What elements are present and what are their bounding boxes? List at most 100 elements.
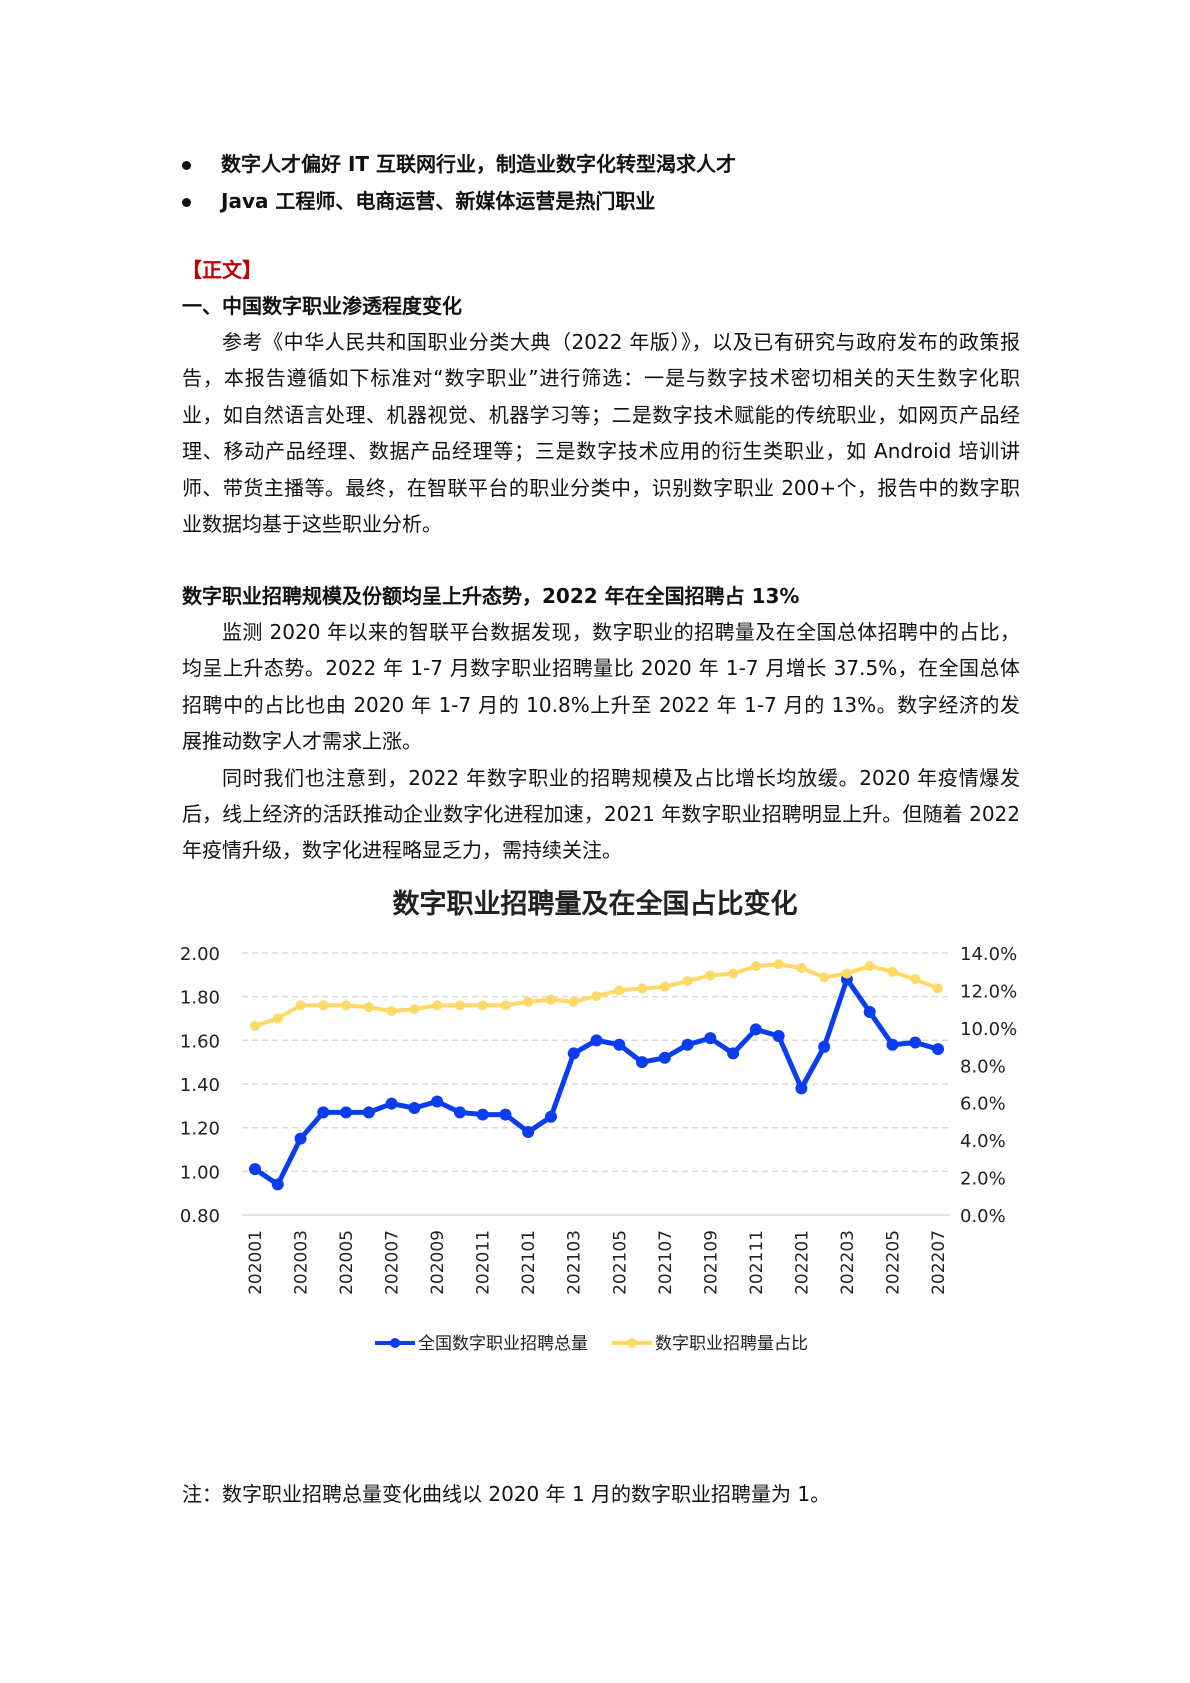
y-right-tick-label: 10.0% — [960, 1019, 1017, 1040]
y-left-tick-label: 1.40 — [180, 1075, 220, 1096]
data-point — [886, 1038, 899, 1051]
bullet-item: Java 工程师、电商运营、新媒体运营是热门职业 — [182, 185, 655, 214]
x-tick-label: 202007 — [383, 1230, 403, 1295]
data-point — [523, 996, 534, 1007]
x-tick-label: 202107 — [656, 1230, 676, 1295]
x-tick-label: 202101 — [519, 1230, 539, 1295]
data-point — [728, 968, 739, 979]
data-point — [636, 1056, 649, 1069]
x-tick-label: 202105 — [610, 1230, 630, 1295]
y-left-tick-label: 1.60 — [180, 1031, 220, 1052]
heading-2: 数字职业招聘规模及份额均呈上升态势，2022 年在全国招聘占 13% — [182, 584, 800, 608]
x-tick-label: 202009 — [428, 1230, 448, 1295]
paragraph-2: 监测 2020 年以来的智联平台数据发现，数字职业的招聘量及在全国总体招聘中的占… — [182, 614, 1020, 869]
data-point — [362, 1106, 375, 1119]
data-point — [385, 1097, 398, 1110]
data-point — [453, 1106, 466, 1119]
data-point — [933, 983, 943, 994]
legend-label: 全国数字职业招聘总量 — [418, 1334, 588, 1354]
y-left-tick-label: 1.20 — [180, 1119, 220, 1140]
data-point — [250, 1020, 260, 1031]
footnote: 注：数字职业招聘总量变化曲线以 2020 年 1 月的数字职业招聘量为 1。 — [182, 1482, 831, 1506]
paragraph-text: 同时我们也注意到，2022 年数字职业的招聘规模及占比增长均放缓。2020 年疫… — [182, 765, 1020, 863]
paragraph-text: 监测 2020 年以来的智联平台数据发现，数字职业的招聘量及在全国总体招聘中的占… — [182, 620, 1020, 754]
data-point — [409, 1004, 420, 1015]
legend-marker — [627, 1338, 637, 1348]
x-tick-label: 202207 — [929, 1230, 949, 1295]
y-right-tick-label: 0.0% — [960, 1206, 1006, 1227]
paragraph-1: 参考《中华人民共和国职业分类大典（2022 年版）》，以及已有研究与政府发布的政… — [182, 324, 1020, 542]
data-point — [795, 1082, 808, 1095]
y-left-tick-label: 2.00 — [180, 944, 220, 965]
legend-label: 数字职业招聘量占比 — [655, 1334, 808, 1354]
data-point — [271, 1178, 284, 1191]
x-tick-label: 202109 — [701, 1230, 721, 1295]
y-right-tick-label: 12.0% — [960, 981, 1017, 1002]
line-chart: 0.80 1.00 1.20 1.40 1.60 1.80 2.00 0.0% 2.0% 4.0%… — [180, 944, 1017, 1354]
y-right-tick-label: 8.0% — [960, 1056, 1006, 1077]
data-point — [910, 974, 921, 985]
data-point — [613, 1038, 626, 1051]
data-point — [544, 1110, 557, 1123]
data-point — [545, 994, 556, 1005]
data-point — [658, 1051, 671, 1064]
data-point — [704, 1032, 717, 1045]
data-point — [841, 968, 852, 979]
data-point — [909, 1036, 922, 1049]
x-tick-label: 202103 — [565, 1230, 585, 1295]
data-point — [863, 1005, 876, 1018]
bullet-text: 数字人才偏好 IT 互联网行业，制造业数字化转型渴求人才 — [221, 152, 737, 176]
data-point — [637, 983, 648, 994]
data-point — [477, 1000, 488, 1011]
data-point — [408, 1102, 421, 1115]
data-point — [818, 1040, 831, 1053]
heading-1: 一、中国数字职业渗透程度变化 — [182, 294, 462, 318]
data-point — [932, 1043, 944, 1056]
data-point — [705, 970, 716, 981]
paragraph-text: 参考《中华人民共和国职业分类大典（2022 年版）》，以及已有研究与政府发布的政… — [182, 330, 1020, 537]
y-right-tick-label: 14.0% — [960, 944, 1017, 965]
bullet-dot-icon — [182, 161, 191, 170]
data-point — [340, 1106, 353, 1119]
data-point — [454, 1000, 465, 1011]
data-point — [819, 972, 830, 983]
data-point — [681, 1038, 694, 1051]
data-point — [317, 1106, 330, 1119]
data-point — [272, 1013, 283, 1024]
y-left-tick-label: 1.00 — [180, 1162, 220, 1183]
data-point — [295, 1000, 306, 1011]
x-tick-label: 202011 — [474, 1230, 494, 1295]
data-point — [341, 1000, 352, 1011]
x-tick-label: 202201 — [792, 1230, 812, 1295]
section-tag: 【正文】 — [182, 258, 262, 282]
data-point — [773, 959, 784, 970]
data-point — [499, 1108, 512, 1121]
data-point — [294, 1132, 307, 1145]
data-point — [431, 1095, 444, 1108]
data-point — [659, 981, 670, 992]
data-point — [500, 1000, 511, 1011]
x-tick-label: 202205 — [883, 1230, 903, 1295]
data-point — [386, 1006, 397, 1017]
y-left-tick-label: 0.80 — [180, 1206, 220, 1227]
bullet-dot-icon — [182, 198, 191, 207]
x-tick-label: 202005 — [337, 1230, 357, 1295]
data-point — [568, 996, 579, 1007]
data-point — [522, 1126, 535, 1139]
data-point — [249, 1163, 261, 1176]
data-point — [591, 991, 602, 1002]
y-right-tick-label: 6.0% — [960, 1094, 1006, 1115]
chart-title: 数字职业招聘量及在全国占比变化 — [392, 889, 798, 920]
data-point — [772, 1029, 785, 1042]
bullet-text: Java 工程师、电商运营、新媒体运营是热门职业 — [221, 189, 656, 213]
data-point — [749, 1023, 762, 1036]
data-point — [614, 985, 625, 996]
legend-marker — [390, 1338, 400, 1348]
data-point — [363, 1002, 374, 1013]
x-tick-label: 202111 — [747, 1230, 767, 1295]
data-point — [750, 961, 761, 972]
y-right-tick-label: 2.0% — [960, 1169, 1006, 1190]
y-right-tick-label: 4.0% — [960, 1131, 1006, 1152]
x-tick-label: 202203 — [838, 1230, 858, 1295]
series-line — [253, 976, 939, 1187]
